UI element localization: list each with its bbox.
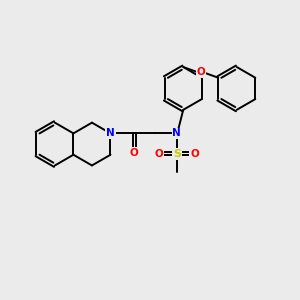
Text: O: O — [155, 149, 164, 159]
Text: O: O — [196, 68, 205, 77]
Text: S: S — [173, 149, 181, 159]
Text: N: N — [106, 128, 115, 138]
Text: O: O — [190, 149, 199, 159]
Text: N: N — [172, 128, 181, 138]
Text: O: O — [130, 148, 138, 158]
